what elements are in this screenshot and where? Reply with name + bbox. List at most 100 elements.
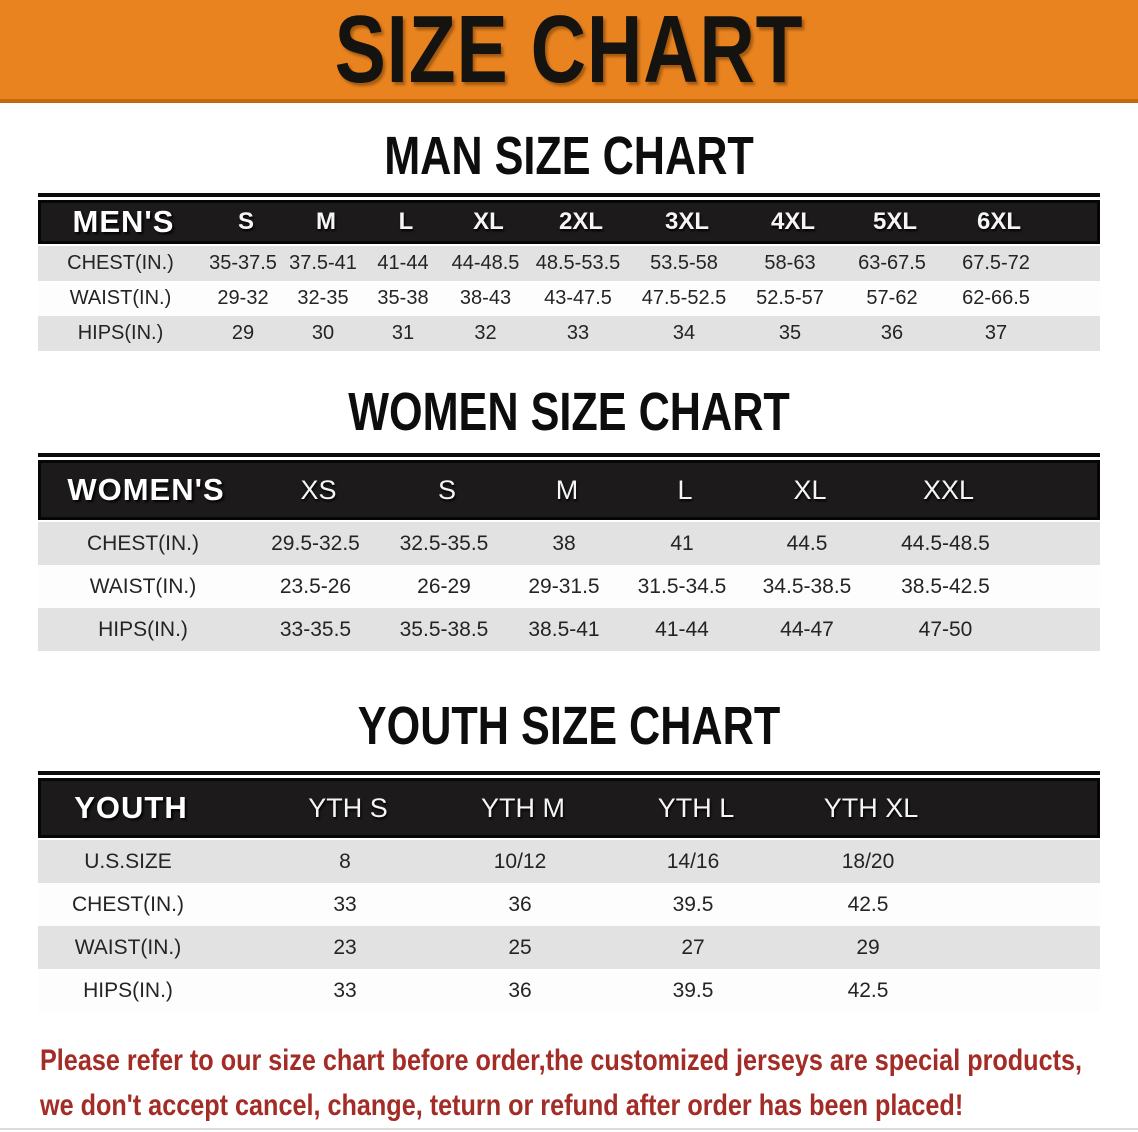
size-value: 44.5 xyxy=(786,531,828,555)
measurement-label: WAIST(IN.) xyxy=(74,935,182,959)
size-value: 31 xyxy=(391,322,415,344)
size-column-header: XL xyxy=(473,208,504,235)
size-value: 35-37.5 xyxy=(209,252,277,274)
size-value: 29 xyxy=(231,322,255,344)
size-value: 32 xyxy=(474,322,497,344)
size-value: 36 xyxy=(508,892,532,916)
man-section-title-text: MAN SIZE CHART xyxy=(384,126,754,186)
measurement-row: HIPS(IN.) 33 36 39.5 42.5 xyxy=(38,969,1100,1012)
size-value: 34 xyxy=(672,322,696,344)
womens-size-table: WOMEN'S XS S M L XL XXL CHEST(IN.) 29.5-32.5 32.5… xyxy=(38,453,1100,651)
measurement-row: WAIST(IN.) 23.5-26 26-29 29-31.5 31.5-34.5 34… xyxy=(38,565,1100,608)
size-column-header: S xyxy=(237,208,254,235)
size-column-header: 4XL xyxy=(770,208,815,235)
size-value: 23 xyxy=(333,935,357,959)
disclaimer-line1: Please refer to our size chart before or… xyxy=(40,1044,1083,1077)
measurement-row: CHEST(IN.) 29.5-32.5 32.5-35.5 38 41 44.5 44.5… xyxy=(38,522,1100,565)
size-value: 30 xyxy=(311,322,335,344)
measurement-label: CHEST(IN.) xyxy=(87,531,199,555)
measurement-label: U.S.SIZE xyxy=(84,849,172,873)
youth-section-title-text: YOUTH SIZE CHART xyxy=(357,696,781,756)
bottom-divider xyxy=(0,1128,1138,1130)
size-value: 62-66.5 xyxy=(962,287,1030,309)
size-column-header: XXL xyxy=(922,474,975,505)
size-value: 42.5 xyxy=(847,978,889,1002)
size-value: 32.5-35.5 xyxy=(399,531,489,555)
size-value: 33-35.5 xyxy=(279,617,352,641)
size-value: 53.5-58 xyxy=(650,252,718,274)
size-value: 25 xyxy=(508,935,532,959)
size-value: 29-31.5 xyxy=(528,574,600,598)
measurement-row: CHEST(IN.) 35-37.5 37.5-41 41-44 44-48.5 48.5… xyxy=(38,246,1100,281)
size-value: 41-44 xyxy=(377,252,429,274)
disclaimer-line2: we don't accept cancel, change, teturn o… xyxy=(40,1089,964,1122)
size-value: 35-38 xyxy=(377,287,429,309)
size-value: 23.5-26 xyxy=(279,574,352,598)
size-value: 10/12 xyxy=(493,849,547,873)
size-value: 29.5-32.5 xyxy=(271,531,360,555)
size-value: 41 xyxy=(670,531,694,555)
size-value: 35.5-38.5 xyxy=(399,617,489,641)
size-value: 36 xyxy=(880,322,904,344)
size-value: 58-63 xyxy=(764,252,816,274)
measurement-label: CHEST(IN.) xyxy=(67,252,174,274)
table-group-label: WOMEN'S xyxy=(67,472,225,507)
size-column-header: L xyxy=(398,208,414,235)
size-value: 39.5 xyxy=(672,892,714,916)
measurement-label: HIPS(IN.) xyxy=(98,617,188,641)
size-column-header: 3XL xyxy=(664,208,709,235)
measurement-label: WAIST(IN.) xyxy=(69,287,172,309)
man-section-title: MAN SIZE CHART xyxy=(0,129,1138,183)
size-value: 38-43 xyxy=(459,287,512,309)
size-value: 48.5-53.5 xyxy=(535,252,621,274)
size-column-header: YTH M xyxy=(481,792,565,823)
size-value: 35 xyxy=(778,322,802,344)
banner-title: SIZE CHART xyxy=(334,0,804,103)
size-column-header: 2XL xyxy=(558,208,603,235)
table-header-row: WOMEN'S XS S M L XL XXL xyxy=(38,460,1100,520)
measurement-label: WAIST(IN.) xyxy=(89,574,197,598)
size-column-header: XS xyxy=(300,474,337,505)
size-chart-banner: SIZE CHART xyxy=(0,0,1138,103)
table-group-label: YOUTH xyxy=(74,790,188,825)
size-column-header: 6XL xyxy=(976,208,1021,235)
size-value: 32-35 xyxy=(297,287,349,309)
women-section-title-text: WOMEN SIZE CHART xyxy=(348,382,790,442)
size-column-header: YTH L xyxy=(657,792,735,823)
measurement-label: CHEST(IN.) xyxy=(72,892,184,916)
measurement-row: HIPS(IN.) 29 30 31 32 33 34 35 36 37 xyxy=(38,316,1100,351)
size-value: 36 xyxy=(508,978,532,1002)
size-column-header: 5XL xyxy=(872,208,917,235)
size-value: 44.5-48.5 xyxy=(901,531,990,555)
table-group-label: MEN'S xyxy=(72,204,175,239)
measurement-row: WAIST(IN.) 23 25 27 29 xyxy=(38,926,1100,969)
size-value: 31.5-34.5 xyxy=(637,574,727,598)
size-column-header: M xyxy=(316,208,336,235)
size-value: 63-67.5 xyxy=(858,252,926,274)
size-value: 52.5-57 xyxy=(756,287,824,309)
size-value: 33 xyxy=(566,322,590,344)
measurement-label: HIPS(IN.) xyxy=(77,322,164,344)
size-column-header: L xyxy=(677,474,693,505)
size-column-header: YTH XL xyxy=(823,792,919,823)
disclaimer-text: Please refer to our size chart before or… xyxy=(40,1038,1138,1128)
mens-size-table: MEN'S S M L XL 2XL 3XL 4XL 5XL 6XL CHEST(IN.) 35-37… xyxy=(38,193,1100,351)
table-header-row: MEN'S S M L XL 2XL 3XL 4XL 5XL 6XL xyxy=(38,200,1100,244)
size-value: 29 xyxy=(856,935,880,959)
size-value: 57-62 xyxy=(866,287,918,309)
size-value: 38.5-42.5 xyxy=(901,574,990,598)
table-header-row: YOUTH YTH S YTH M YTH L YTH XL xyxy=(38,778,1100,838)
size-value: 8 xyxy=(339,849,351,873)
size-value: 47.5-52.5 xyxy=(641,287,727,309)
size-value: 41-44 xyxy=(655,617,709,641)
size-value: 26-29 xyxy=(417,574,471,598)
youth-section-title: YOUTH SIZE CHART xyxy=(0,699,1138,753)
size-column-header: S xyxy=(437,474,456,505)
size-value: 43-47.5 xyxy=(544,287,612,309)
youth-size-table: YOUTH YTH S YTH M YTH L YTH XL U.S.SIZE 8 10/12… xyxy=(38,771,1100,1012)
size-value: 29-32 xyxy=(217,287,269,309)
size-value: 67.5-72 xyxy=(962,252,1030,274)
size-value: 44-47 xyxy=(780,617,834,641)
size-value: 47-50 xyxy=(918,617,973,641)
size-column-header: XL xyxy=(793,474,827,505)
